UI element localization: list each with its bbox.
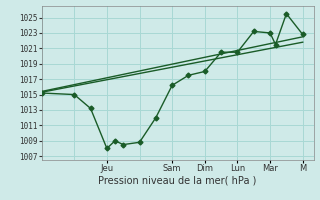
X-axis label: Pression niveau de la mer( hPa ): Pression niveau de la mer( hPa ) (99, 176, 257, 186)
